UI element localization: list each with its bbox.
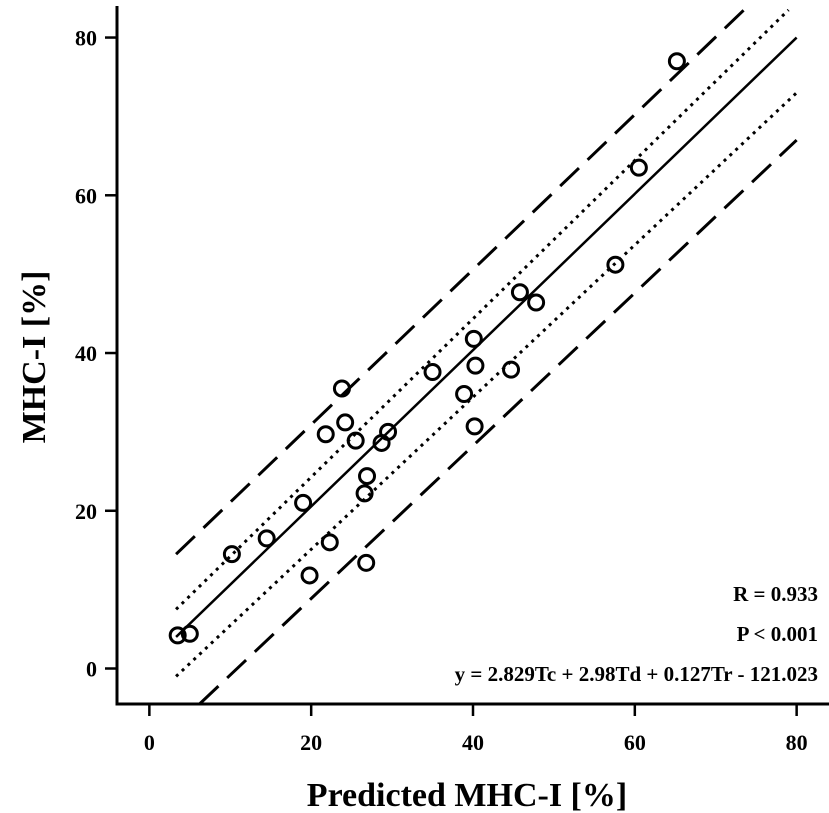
data-point — [466, 356, 485, 375]
regression-equation-label: y = 2.829Tc + 2.98Td + 0.127Tr - 121.023 — [455, 662, 818, 686]
axes: 0 20 40 60 80 0 20 40 60 80 — [75, 6, 829, 755]
data-point — [357, 553, 376, 572]
regression-line — [175, 36, 798, 638]
y-tick-label: 80 — [75, 26, 97, 51]
data-point — [257, 529, 276, 548]
x-tick-label: 80 — [786, 730, 808, 755]
x-tick-label: 60 — [624, 730, 646, 755]
x-tick-label: 20 — [300, 730, 322, 755]
data-point — [423, 362, 442, 381]
data-point — [294, 493, 313, 512]
prediction-band-upper — [175, 4, 750, 556]
confidence-band-lower — [175, 91, 798, 678]
y-tick-label: 20 — [75, 499, 97, 524]
data-point — [502, 360, 521, 379]
data-point — [316, 425, 335, 444]
y-tick-label: 60 — [75, 183, 97, 208]
data-points — [168, 52, 686, 645]
data-point — [629, 158, 648, 177]
prediction-band-lower — [198, 138, 798, 706]
annotations: R = 0.933 P < 0.001 y = 2.829Tc + 2.98Td… — [455, 582, 818, 686]
data-point — [346, 431, 365, 450]
data-point — [222, 545, 241, 564]
y-tick-label: 40 — [75, 341, 97, 366]
data-point — [379, 422, 398, 441]
data-point — [464, 329, 483, 348]
data-point — [168, 626, 187, 645]
data-point — [606, 255, 625, 274]
x-tick-label: 40 — [462, 730, 484, 755]
x-axis-title: Predicted MHC-I [%] — [307, 777, 627, 813]
data-point — [336, 413, 355, 432]
data-point — [358, 467, 377, 486]
data-point — [332, 379, 351, 398]
x-tick-label: 0 — [144, 730, 155, 755]
data-point — [300, 566, 319, 585]
confidence-band-upper — [175, 8, 790, 611]
data-point — [667, 52, 686, 71]
data-point — [510, 283, 529, 302]
data-point — [465, 417, 484, 436]
data-point — [320, 533, 339, 552]
data-point — [180, 624, 199, 643]
bands — [175, 4, 798, 706]
y-axis-title: MHC-I [%] — [16, 271, 53, 444]
y-tick-label: 0 — [86, 657, 97, 682]
data-point — [455, 385, 474, 404]
data-point — [355, 484, 374, 503]
p-value-label: P < 0.001 — [737, 622, 818, 646]
data-point — [527, 293, 546, 312]
r-value-label: R = 0.933 — [733, 582, 818, 606]
